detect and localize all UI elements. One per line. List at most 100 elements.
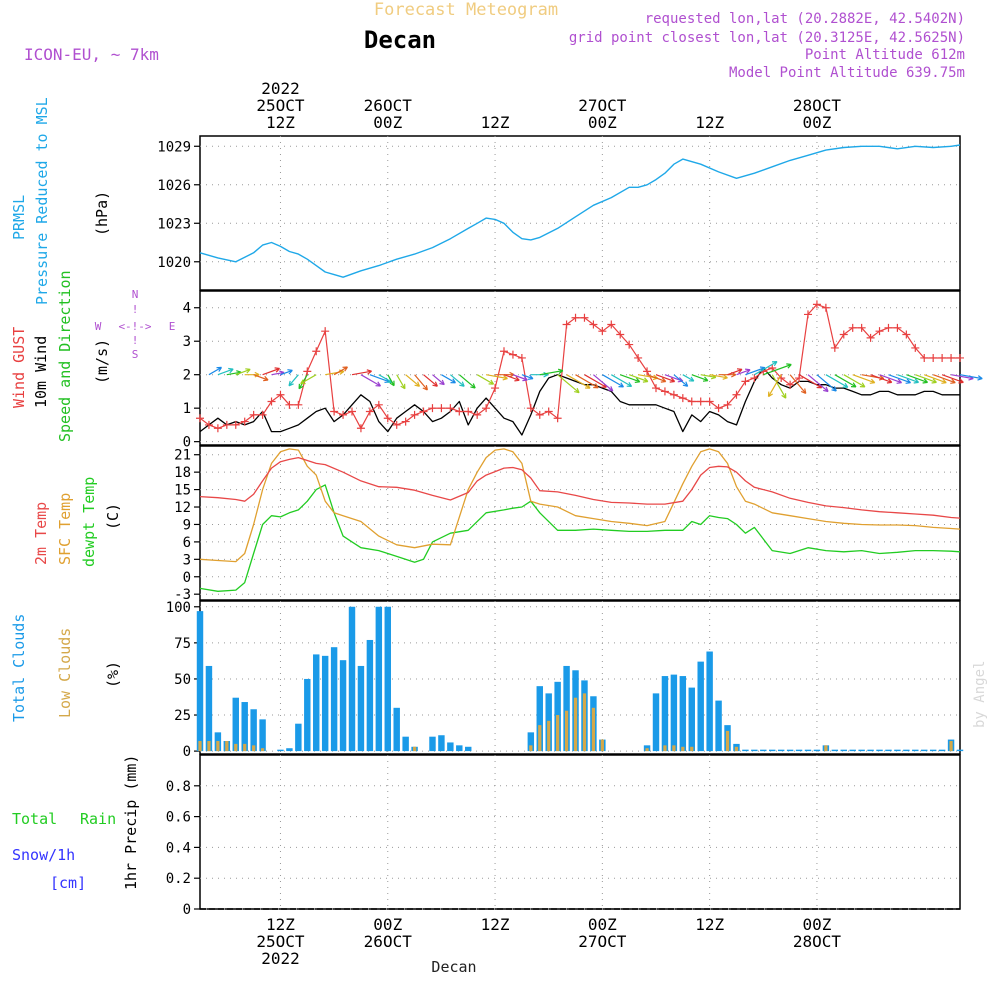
gust-marker <box>303 367 312 376</box>
label-snow: Snow/1h <box>12 846 75 864</box>
total-cloud-bar <box>751 749 758 752</box>
total-cloud-bar <box>652 693 660 752</box>
y-tick-label: 50 <box>174 672 191 688</box>
gust-marker <box>696 397 705 406</box>
wind-direction-arrow <box>450 374 465 387</box>
low-cloud-bar <box>690 746 694 752</box>
gust-marker <box>652 384 660 393</box>
total-cloud-bar <box>527 732 535 752</box>
gust-marker <box>330 407 339 416</box>
wind-direction-arrow <box>503 374 520 382</box>
total-cloud-bar <box>867 749 874 752</box>
gust-marker <box>812 300 821 309</box>
wind-speed-line <box>199 367 960 436</box>
label-wind-gust: Wind GUST <box>10 327 28 408</box>
panel-pressure: 1020 1023 1026 1029 <box>157 135 961 291</box>
total-cloud-bar <box>742 749 749 752</box>
gust-marker <box>875 327 884 336</box>
gust-marker <box>392 420 401 429</box>
wind-direction-arrow <box>208 366 223 376</box>
total-cloud-bar <box>313 654 320 752</box>
wind-direction-arrow <box>521 374 534 380</box>
total-cloud-bar <box>339 660 347 752</box>
side-labels: PRMSL Pressure Reduced to MSL (hPa) Wind… <box>10 97 175 892</box>
wind-direction-arrow <box>915 374 937 384</box>
gust-marker <box>920 353 929 362</box>
top-time-label: 12Z <box>695 113 724 132</box>
low-cloud-bar <box>260 748 265 752</box>
total-cloud-bar <box>912 749 919 752</box>
gust-marker <box>678 394 687 403</box>
gust-marker <box>598 327 607 336</box>
total-cloud-bar <box>706 651 713 752</box>
gust-marker <box>473 410 482 419</box>
gust-marker <box>267 397 276 406</box>
wind-direction-arrow <box>360 374 382 387</box>
wind-direction-arrow <box>897 374 920 384</box>
total-cloud-bar <box>259 719 266 752</box>
gust-marker <box>839 330 848 339</box>
gust-marker <box>464 407 473 416</box>
gust-marker <box>365 407 374 416</box>
total-cloud-bar <box>876 749 883 752</box>
gust-marker <box>607 320 616 329</box>
low-cloud-bar <box>234 743 238 752</box>
wind-direction-arrow <box>539 368 564 376</box>
top-time-label: 25OCT <box>256 96 305 115</box>
wind-direction-arrow <box>888 374 912 384</box>
bottom-time-label: 12Z <box>481 915 510 934</box>
label-percent: (%) <box>104 661 122 688</box>
low-cloud-bar <box>600 739 604 752</box>
panel-wind: 0 1 2 3 4 <box>183 290 983 451</box>
y-tick-label: 0.6 <box>166 810 191 826</box>
top-time-label: 27OCT <box>578 96 627 115</box>
y-tick-label: 0 <box>183 570 191 586</box>
wind-direction-arrow <box>351 369 372 376</box>
bottom-time-label: 00Z <box>802 915 831 934</box>
total-cloud-bar <box>831 749 839 752</box>
total-cloud-bar <box>447 742 454 752</box>
gust-marker <box>204 420 213 429</box>
total-cloud-bar <box>661 676 669 752</box>
gust-marker <box>249 410 258 419</box>
low-cloud-bar <box>198 741 202 752</box>
panel-frame <box>199 445 961 601</box>
gust-marker <box>956 353 964 362</box>
gust-marker <box>911 343 920 352</box>
low-cloud-bar <box>547 720 551 752</box>
label-1hr-precip: 1hr Precip (mm) <box>122 755 140 890</box>
low-cloud-bar <box>582 693 587 752</box>
wind-direction-arrow <box>655 374 676 383</box>
bottom-time-label: 2022 <box>261 949 300 968</box>
compass-e: E <box>169 320 176 333</box>
total-cloud-bar <box>760 749 767 752</box>
low-cloud-bar <box>725 730 730 752</box>
y-tick-label: 0.4 <box>166 840 191 856</box>
top-time-label: 00Z <box>373 113 402 132</box>
low-cloud-bar <box>412 746 417 752</box>
wind-direction-arrow <box>691 374 709 382</box>
wind-direction-arrow <box>333 366 348 376</box>
gust-marker <box>821 303 830 312</box>
total-cloud-bar <box>697 661 704 752</box>
total-cloud-bar <box>804 749 812 752</box>
gust-marker <box>669 390 678 399</box>
y-tick-label: 3 <box>183 334 191 350</box>
label-pressure-msl: Pressure Reduced to MSL <box>33 97 51 305</box>
top-time-label: 00Z <box>588 113 617 132</box>
wind-direction-arrow <box>441 374 457 384</box>
gust-marker <box>500 347 508 356</box>
gust-marker <box>437 404 446 413</box>
label-prmsl: PRMSL <box>10 195 28 240</box>
total-cloud-bar <box>643 745 651 752</box>
gust-marker <box>893 323 902 332</box>
top-time-label: 26OCT <box>364 96 413 115</box>
total-cloud-bar <box>277 749 284 752</box>
total-cloud-bar <box>840 749 847 752</box>
y-tick-label: -3 <box>174 587 191 603</box>
wind-direction-arrow <box>217 367 234 376</box>
total-cloud-bar <box>885 749 892 752</box>
total-cloud-bar <box>429 736 436 752</box>
wind-direction-arrow <box>628 374 649 383</box>
point-altitude: Point Altitude 612m <box>805 47 965 63</box>
